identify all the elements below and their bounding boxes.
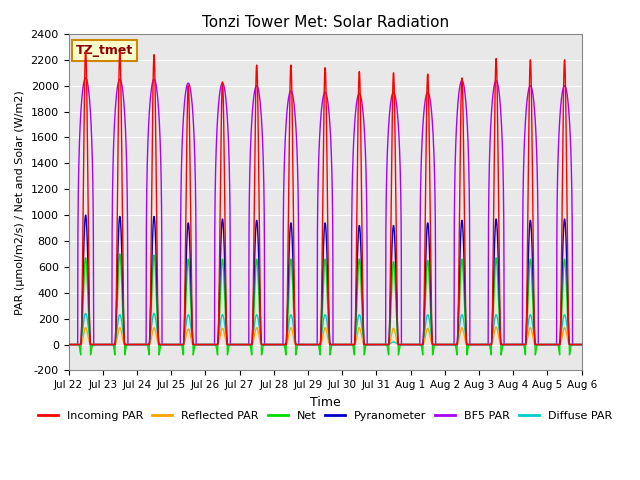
X-axis label: Time: Time xyxy=(310,396,340,408)
Y-axis label: PAR (μmol/m2/s) / Net and Solar (W/m2): PAR (μmol/m2/s) / Net and Solar (W/m2) xyxy=(15,90,25,314)
Text: TZ_tmet: TZ_tmet xyxy=(76,44,134,57)
Title: Tonzi Tower Met: Solar Radiation: Tonzi Tower Met: Solar Radiation xyxy=(202,15,449,30)
Legend: Incoming PAR, Reflected PAR, Net, Pyranometer, BF5 PAR, Diffuse PAR: Incoming PAR, Reflected PAR, Net, Pyrano… xyxy=(34,407,616,425)
